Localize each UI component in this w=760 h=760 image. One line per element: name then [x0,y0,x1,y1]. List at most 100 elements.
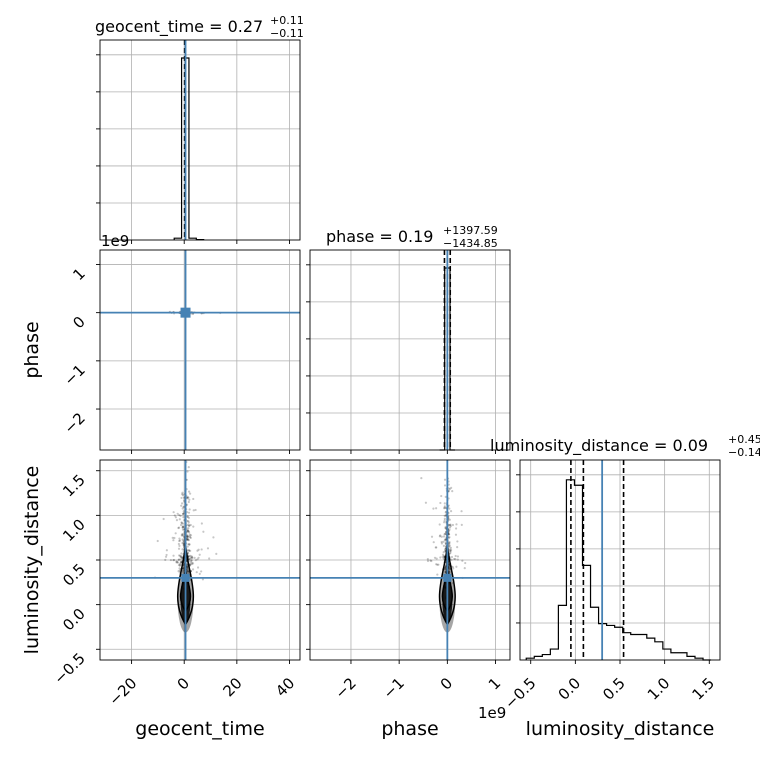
scatter-luminosity-distance-vs-geocent-time-sample-248 [182,567,185,570]
scatter-luminosity-distance-vs-geocent-time-sample-283 [175,561,178,564]
scatter-luminosity-distance-vs-geocent-time-sample-148 [177,547,181,550]
scatter-luminosity-distance-vs-geocent-time-sample-390 [181,538,184,541]
scatter-luminosity-distance-vs-geocent-time-sample-125 [187,521,190,524]
scatter-luminosity-distance-vs-phase-sample-175 [456,558,459,561]
scatter-luminosity-distance-vs-geocent-time-sample-161 [187,538,190,542]
scatter-luminosity-distance-vs-geocent-time-sample-6 [177,558,180,562]
scatter-luminosity-distance-vs-phase-sample-234 [444,542,447,545]
ytick-label-luminosity-distance-0: −0.5 [50,649,88,687]
scatter-luminosity-distance-vs-geocent-time-content [100,460,300,660]
scatter-luminosity-distance-vs-phase-sample-412 [455,565,458,568]
scatter-luminosity-distance-vs-phase-sample-393 [449,456,451,458]
scatter-luminosity-distance-vs-phase-sample-105 [444,532,447,536]
panel-luminosity-distance-histogram [516,459,721,664]
scatter-luminosity-distance-vs-phase-sample-398 [448,507,451,510]
scatter-luminosity-distance-vs-geocent-time-sample-123 [187,516,190,520]
scatter-luminosity-distance-vs-phase-sample-86 [444,514,447,517]
scatter-luminosity-distance-vs-geocent-time-sample-203 [186,569,189,572]
ytick-label-phase-2: 0 [69,313,88,332]
scatter-luminosity-distance-vs-phase-sample-259 [442,544,446,547]
scatter-luminosity-distance-vs-phase-sample-245 [447,565,450,568]
scatter-luminosity-distance-vs-geocent-time-sample-193 [188,554,191,558]
scatter-luminosity-distance-vs-phase-sample-385 [444,539,447,542]
scatter-luminosity-distance-vs-phase-sample-238 [463,567,466,570]
scatter-luminosity-distance-vs-geocent-time-sample-189 [202,530,205,533]
scatter-luminosity-distance-vs-phase-frame [309,459,511,661]
scatter-luminosity-distance-vs-phase-sample-401 [443,554,446,557]
panel-geocent-time-histogram [96,39,301,244]
scatter-luminosity-distance-vs-geocent-time-sample-97 [178,564,181,567]
scatter-luminosity-distance-vs-phase-sample-400 [448,523,452,527]
scatter-luminosity-distance-vs-geocent-time-sample-167 [179,561,182,564]
scatter-luminosity-distance-vs-geocent-time-sample-29 [187,490,191,493]
scatter-luminosity-distance-vs-geocent-time-sample-407 [178,537,181,540]
title-luminosity-distance-upper-error: +0.45 [728,433,760,446]
scatter-luminosity-distance-vs-geocent-time-sample-237 [186,529,189,533]
scatter-luminosity-distance-vs-phase-sample-382 [444,532,447,535]
scatter-luminosity-distance-vs-phase-sample-208 [443,502,446,505]
scatter-luminosity-distance-vs-geocent-time-sample-361 [181,569,184,573]
scatter-luminosity-distance-vs-geocent-time-sample-410 [181,494,185,497]
scatter-luminosity-distance-vs-geocent-time-sample-149 [187,552,190,555]
scatter-luminosity-distance-vs-geocent-time-sample-360 [189,554,192,557]
scatter-luminosity-distance-vs-geocent-time-sample-153 [162,517,165,521]
scatter-luminosity-distance-vs-geocent-time-sample-128 [188,543,191,546]
scatter-luminosity-distance-vs-geocent-time-sample-177 [212,536,215,539]
scatter-luminosity-distance-vs-geocent-time-sample-5 [186,528,189,531]
scatter-luminosity-distance-vs-geocent-time-sample-227 [191,562,195,565]
scatter-luminosity-distance-vs-geocent-time-sample-273 [189,492,192,495]
scatter-luminosity-distance-vs-geocent-time-sample-176 [189,549,192,553]
scatter-luminosity-distance-vs-geocent-time-sample-109 [182,544,185,547]
scatter-luminosity-distance-vs-geocent-time-sample-146 [187,523,190,526]
xtick-label-phase-1: −1 [380,674,408,702]
scatter-luminosity-distance-vs-geocent-time-sample-119 [189,536,192,539]
scatter-luminosity-distance-vs-phase-sample-228 [435,557,438,560]
scatter-luminosity-distance-vs-geocent-time-sample-278 [186,495,189,499]
title-phase-upper-error: +1397.59 [443,224,498,237]
scatter-luminosity-distance-vs-phase-sample-252 [451,523,455,527]
scatter-luminosity-distance-vs-phase-sample-194 [444,526,447,530]
scatter-luminosity-distance-vs-geocent-time-sample-217 [180,534,183,537]
scatter-luminosity-distance-vs-geocent-time-sample-33 [192,509,195,512]
scatter-luminosity-distance-vs-geocent-time-sample-254 [191,568,195,571]
scatter-luminosity-distance-vs-phase-sample-274 [448,533,451,536]
panel-phase-vs-geocent-time [96,249,301,454]
scatter-luminosity-distance-vs-phase-sample-162 [460,510,463,513]
ytick-label-phase-3: 1 [69,265,88,284]
scatter-luminosity-distance-vs-geocent-time-sample-169 [186,535,189,538]
scatter-luminosity-distance-vs-phase-sample-49 [449,523,452,526]
scatter-luminosity-distance-vs-geocent-time-sample-394 [187,466,190,469]
scatter-luminosity-distance-vs-geocent-time-sample-281 [190,561,194,564]
scatter-luminosity-distance-vs-geocent-time-sample-259 [186,530,190,533]
scatter-luminosity-distance-vs-geocent-time-sample-147 [188,524,191,527]
scatter-luminosity-distance-vs-geocent-time-sample-310 [180,504,183,507]
scatter-luminosity-distance-vs-geocent-time-sample-298 [180,555,183,558]
scatter-luminosity-distance-vs-phase-sample-386 [444,525,447,528]
scatter-luminosity-distance-vs-geocent-time-sample-279 [191,556,194,559]
scatter-luminosity-distance-vs-geocent-time-sample-77 [186,545,189,548]
scatter-luminosity-distance-vs-phase-sample-164 [439,556,442,559]
scatter-luminosity-distance-vs-geocent-time-sample-48 [189,536,192,539]
title-luminosity-distance-lower-error: −0.14 [728,446,760,459]
scatter-luminosity-distance-vs-geocent-time-sample-101 [186,570,189,574]
scatter-luminosity-distance-vs-geocent-time-sample-396 [176,561,179,564]
scatter-luminosity-distance-vs-phase-sample-294 [444,541,447,544]
title-luminosity-distance: luminosity_distance = 0.09 [490,436,708,456]
scatter-phase-vs-geocent-time-truth-marker [181,308,190,317]
scatter-luminosity-distance-vs-geocent-time-truth-marker [181,573,190,582]
scatter-luminosity-distance-vs-geocent-time-sample-62 [182,566,185,570]
scatter-luminosity-distance-vs-geocent-time-sample-315 [182,512,185,515]
scatter-luminosity-distance-vs-geocent-time-sample-372 [176,512,179,515]
scatter-luminosity-distance-vs-geocent-time-sample-406 [190,562,194,566]
xtick-label-geocent-time-3: 40 [272,674,298,700]
scatter-luminosity-distance-vs-phase-sample-352 [448,488,451,491]
scatter-luminosity-distance-vs-phase-sample-173 [441,553,445,556]
scatter-luminosity-distance-vs-geocent-time-sample-58 [190,555,194,558]
scatter-luminosity-distance-vs-geocent-time-sample-174 [188,543,191,546]
scatter-luminosity-distance-vs-phase-sample-327 [444,495,447,498]
scatter-luminosity-distance-vs-phase-sample-110 [448,536,451,539]
scatter-luminosity-distance-vs-phase-sample-90 [454,558,457,561]
scatter-luminosity-distance-vs-geocent-time-sample-408 [173,558,176,562]
scatter-luminosity-distance-vs-geocent-time-sample-51 [186,515,189,518]
scatter-luminosity-distance-vs-geocent-time-sample-350 [190,559,193,562]
